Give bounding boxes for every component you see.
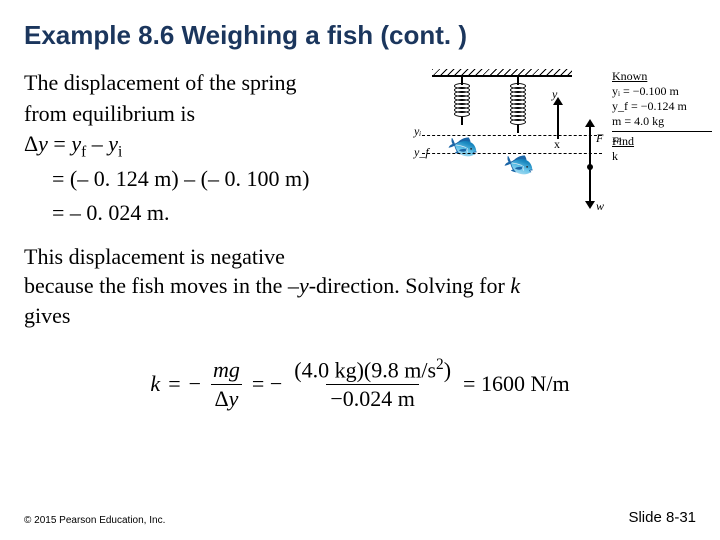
known-m: m = 4.0 kg [612, 114, 712, 129]
f-eq1: = [168, 371, 180, 397]
yf: y [71, 131, 81, 156]
line1: The displacement of the spring [24, 69, 404, 98]
spring-scene: 🐟 🐟 yᵢ y_f y x F⃗ₛₚ w⃗ [412, 69, 607, 229]
eq: = [48, 131, 71, 156]
y-axis-arrow [557, 99, 559, 139]
p2f: gives [24, 303, 70, 328]
num2-sup: 2 [436, 356, 444, 373]
num2: (4.0 kg)(9.8 m/s2) [290, 357, 455, 385]
find-title: Find [612, 134, 712, 149]
line2: from equilibrium is [24, 100, 404, 129]
free-body: F⃗ₛₚ w⃗ [572, 109, 612, 219]
known-box: Known yᵢ = −0.100 m y_f = −0.124 m m = 4… [612, 69, 712, 164]
fish-icon: 🐟 [501, 146, 540, 182]
known-yf: y_f = −0.124 m [612, 99, 712, 114]
p2d: -direction. Solving for [309, 273, 511, 298]
den1-y: y [229, 386, 239, 411]
p2b: because the fish moves in the – [24, 273, 299, 298]
known-yi: yᵢ = −0.100 m [612, 84, 712, 99]
den1-delta: Δ [215, 386, 229, 411]
num1: mg [209, 358, 244, 384]
label-w: w⃗ [596, 199, 613, 214]
slide-title: Example 8.6 Weighing a fish (cont. ) [24, 20, 696, 51]
p2a: This displacement is negative [24, 244, 285, 269]
label-yf: y_f [414, 145, 429, 160]
arrow-down [589, 167, 591, 207]
eq2: = (– 0. 124 m) – (– 0. 100 m) [24, 165, 404, 194]
divider [612, 131, 712, 132]
body-row: The displacement of the spring from equi… [24, 69, 696, 230]
f-k: k [150, 371, 160, 397]
paragraph-2: This displacement is negative because th… [24, 242, 696, 331]
delta: Δ [24, 131, 38, 156]
spring-initial [454, 77, 470, 125]
p2c: y [299, 273, 309, 298]
eq1: Δy = yf – yi [24, 130, 404, 162]
f-eq2: = − [252, 371, 282, 397]
den2: −0.024 m [326, 384, 419, 411]
y: y [38, 131, 48, 156]
find-k: k [612, 149, 712, 164]
fish-icon: 🐟 [445, 128, 484, 164]
f-result: = 1600 N/m [463, 371, 570, 397]
minus: – [86, 131, 108, 156]
spring-final [510, 77, 526, 133]
p2e: k [510, 273, 520, 298]
eq3: = – 0. 024 m. [24, 199, 404, 228]
y-axis-label: y [552, 87, 557, 102]
known-title: Known [612, 69, 712, 84]
isub: i [118, 144, 122, 161]
diagram: 🐟 🐟 yᵢ y_f y x F⃗ₛₚ w⃗ [412, 69, 712, 229]
slide-number: Slide 8-31 [628, 509, 696, 526]
formula: k = − mg Δy = − (4.0 kg)(9.8 m/s2) −0.02… [24, 357, 696, 412]
derivation-text: The displacement of the spring from equi… [24, 69, 404, 230]
ceiling [432, 69, 572, 77]
f-neg1: − [189, 371, 201, 397]
label-yi: yᵢ [414, 124, 421, 139]
frac2: (4.0 kg)(9.8 m/s2) −0.024 m [290, 357, 455, 412]
yi: y [108, 131, 118, 156]
num2a: (4.0 kg)(9.8 m/s [294, 357, 436, 382]
x-mark: x [554, 137, 560, 152]
num2b: ) [444, 357, 451, 382]
den1: Δy [211, 384, 243, 411]
copyright: © 2015 Pearson Education, Inc. [24, 515, 165, 526]
arrow-up [589, 121, 591, 166]
frac1: mg Δy [209, 358, 244, 411]
